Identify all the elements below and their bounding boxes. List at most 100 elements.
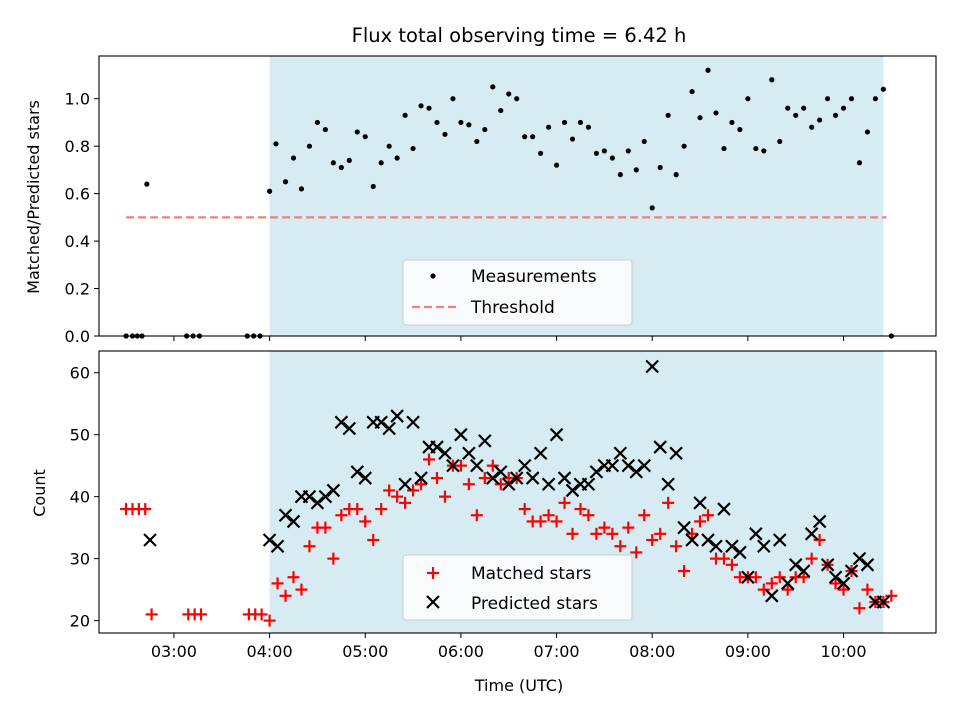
predicted-point [430, 440, 444, 454]
matched-point [781, 583, 794, 596]
measurement-point [458, 119, 464, 126]
predicted-point [581, 477, 596, 492]
matched-point [853, 602, 866, 615]
bottom-panel: 20 30 40 50 60 03:00 04:00 05:00 06:00 07:00 08:00… [30, 350, 937, 695]
measurement-point [705, 67, 711, 73]
predicted-point [446, 458, 460, 473]
measurement-point [450, 96, 456, 102]
bottom-ytick-label: 20 [70, 612, 90, 631]
predicted-point [342, 421, 357, 436]
predicted-point [454, 427, 468, 442]
predicted-point [302, 489, 317, 504]
matched-point [391, 490, 404, 503]
bottom-legend-box [402, 554, 633, 621]
predicted-point [860, 558, 875, 572]
predicted-point [637, 458, 652, 473]
matched-point [686, 527, 699, 540]
top-panel: 0.0 0.2 0.4 0.6 0.8 1.0 Matched/Predicted sta… [24, 55, 937, 346]
matched-point [638, 509, 651, 522]
matched-point [319, 521, 332, 534]
predicted-point [374, 415, 388, 430]
measurement-point [809, 124, 815, 130]
predicted-point [414, 471, 428, 485]
matched-point [327, 552, 340, 565]
matched-point [534, 515, 547, 528]
predicted-point [836, 576, 851, 591]
measurement-point [314, 119, 321, 126]
predicted-point [677, 520, 691, 535]
matched-point [598, 521, 611, 534]
legend-predicted-label: Predicted stars [471, 594, 598, 614]
measurement-point [864, 129, 871, 135]
top-ytick-label: 0.8 [65, 137, 90, 156]
predicted-point [262, 533, 277, 547]
measurement-point [514, 96, 520, 102]
legend-matched-marker [427, 567, 439, 579]
measurement-point [880, 86, 886, 92]
legend-predicted-marker [426, 595, 440, 609]
measurement-point [426, 105, 432, 111]
measurement-point [785, 105, 791, 111]
measurement-point [442, 131, 448, 137]
xtick-label: 06:00 [438, 642, 484, 661]
bottom-xlabel: Time (UTC) [474, 676, 563, 695]
bottom-ytick-label: 40 [70, 488, 90, 507]
measurement-point [322, 126, 328, 133]
matched-point [430, 472, 443, 485]
matched-point [885, 589, 898, 602]
bottom-ylabel: Count [30, 469, 49, 517]
measurement-point [673, 172, 679, 178]
measurement-point [872, 96, 879, 102]
predicted-point [788, 558, 803, 572]
matched-point [765, 577, 778, 590]
measurement-point [434, 119, 440, 126]
matched-point [797, 571, 810, 584]
matched-point [717, 552, 730, 565]
matched-point [614, 540, 627, 553]
predicted-point [820, 558, 835, 572]
measurement-point [729, 119, 735, 126]
measurement-point [530, 134, 536, 140]
matched-point [678, 565, 691, 578]
predicted-point [661, 477, 675, 492]
measurement-point [506, 91, 512, 97]
measurement-point [641, 138, 647, 145]
predicted-point [796, 564, 811, 578]
measurement-point [306, 143, 313, 149]
predicted-point [669, 446, 683, 461]
measurement-point [593, 150, 600, 156]
top-legend: Measurements Threshold [402, 259, 633, 326]
predicted-point [270, 539, 285, 554]
matched-point [287, 571, 300, 584]
measurement-point [745, 96, 751, 102]
measurement-point [553, 162, 560, 168]
measurement-point [370, 183, 376, 190]
matched-point [351, 503, 364, 516]
matched-point [670, 540, 683, 553]
predicted-point [685, 533, 699, 547]
measurement-point [298, 186, 305, 192]
measurement-point [561, 119, 568, 126]
predicted-point [549, 427, 564, 442]
predicted-point [310, 496, 325, 510]
predicted-point [645, 359, 659, 374]
matched-point [454, 459, 467, 472]
measurement-point [689, 88, 695, 95]
predicted-point [438, 446, 452, 461]
predicted-point [462, 446, 476, 461]
measurement-point [633, 167, 639, 173]
predicted-point [765, 589, 779, 603]
measurement-point [649, 205, 655, 211]
legend-threshold-label: Threshold [470, 298, 555, 318]
predicted-point [701, 533, 715, 547]
matched-point [383, 484, 396, 497]
measurement-point [657, 164, 663, 171]
predicted-point [398, 477, 412, 492]
measurement-point [761, 148, 767, 154]
bottom-ytick-label: 60 [70, 364, 90, 383]
measurement-point [569, 136, 576, 142]
matched-point [518, 503, 531, 516]
measurement-point [394, 155, 400, 161]
measurement-point [282, 179, 289, 185]
